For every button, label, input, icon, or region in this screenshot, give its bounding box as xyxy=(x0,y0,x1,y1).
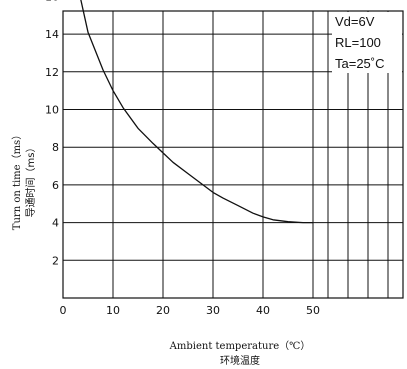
y-tick-label: 6 xyxy=(52,179,59,192)
plot-border xyxy=(62,10,404,299)
conditions-backdrop xyxy=(332,12,402,73)
grid-lines xyxy=(63,11,403,298)
y-tick-label: 10 xyxy=(45,104,59,117)
y-tick-label: 12 xyxy=(45,66,59,79)
x-tick-label: 20 xyxy=(156,304,170,317)
y-tick-label: 16 xyxy=(45,0,59,3)
x-axis-title: Ambient temperature（℃） xyxy=(169,340,311,352)
conditions-box: Vd=6V RL=100 Ta=25˚C xyxy=(332,12,402,73)
condition-vd: Vd=6V xyxy=(335,14,375,29)
x-axis-title-cn: 环境温度 xyxy=(220,354,260,367)
x-tick-label: 0 xyxy=(60,304,67,317)
y-tick-label: 8 xyxy=(52,141,59,154)
y-axis-title: Turn on time（ms） xyxy=(11,130,23,230)
y-tick-labels: 2 4 6 8 10 12 14 16 xyxy=(45,0,59,267)
turn-on-time-curve xyxy=(80,0,313,224)
x-tick-label: 30 xyxy=(206,304,220,317)
condition-rl: RL=100 xyxy=(335,35,381,50)
x-tick-labels: 0 10 20 30 40 50 xyxy=(60,304,321,317)
y-tick-label: 4 xyxy=(52,217,59,230)
curve-layer xyxy=(80,0,313,224)
x-tick-label: 40 xyxy=(256,304,270,317)
y-tick-label: 2 xyxy=(52,254,59,267)
condition-ta: Ta=25˚C xyxy=(335,56,385,71)
x-tick-label: 10 xyxy=(106,304,120,317)
y-tick-label: 14 xyxy=(45,28,59,41)
y-axis-title-cn: 导通时间（ms） xyxy=(24,143,37,218)
plot-frame xyxy=(62,10,404,299)
x-tick-label: 50 xyxy=(306,304,320,317)
